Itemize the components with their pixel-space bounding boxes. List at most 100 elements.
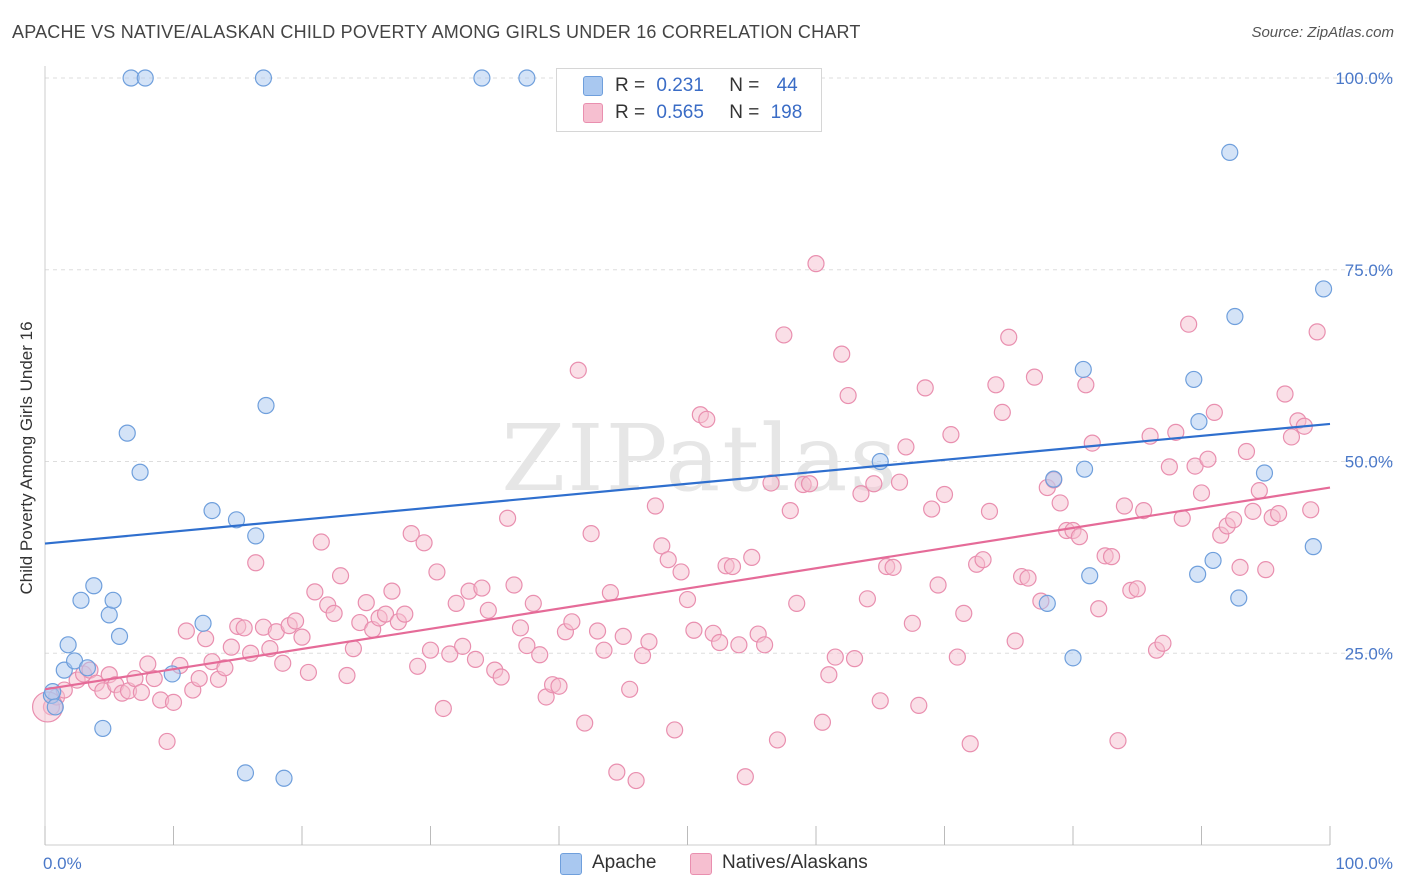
apache-point-16 [136, 69, 154, 87]
apache-point-1 [44, 682, 62, 701]
natives-point-141 [955, 604, 973, 622]
natives-point-112 [768, 731, 787, 749]
natives-point-96 [666, 721, 684, 739]
trend-lines [44, 422, 1331, 691]
apache-point-4 [59, 636, 77, 654]
natives-point-139 [942, 426, 960, 444]
natives-point-123 [839, 386, 857, 405]
natives-point-176 [1180, 315, 1198, 333]
natives-point-114 [781, 501, 799, 520]
apache-r-value: 0.231 [656, 75, 704, 96]
apache-point-2 [46, 698, 64, 716]
apache-point-10 [100, 606, 118, 624]
natives-points [31, 255, 1326, 790]
apache-legend-swatch [560, 853, 582, 875]
natives-point-124 [845, 650, 864, 668]
x-tick-label-1: 100.0% [1335, 854, 1393, 873]
natives-point-178 [1192, 484, 1211, 502]
apache-point-38 [1204, 551, 1222, 570]
apache-point-34 [1081, 567, 1099, 585]
natives-point-166 [1115, 497, 1134, 515]
natives-point-63 [454, 637, 472, 655]
natives-point-115 [788, 594, 806, 612]
natives-point-127 [865, 475, 883, 493]
natives-point-44 [331, 567, 350, 585]
natives-point-118 [807, 255, 825, 273]
apache-point-23 [254, 69, 273, 87]
natives-point-60 [434, 699, 452, 718]
natives-point-40 [306, 583, 324, 601]
natives-point-82 [576, 714, 594, 732]
apache-swatch [583, 76, 603, 96]
natives-point-135 [916, 379, 934, 397]
natives-point-37 [286, 612, 305, 630]
natives-point-144 [974, 551, 992, 569]
natives-point-17 [158, 732, 176, 751]
apache-point-36 [1189, 565, 1207, 583]
apache-point-40 [1226, 307, 1244, 326]
natives-point-59 [428, 563, 446, 581]
natives-stats: R = 0.565 N = 198 [615, 102, 802, 124]
natives-point-190 [1269, 505, 1288, 523]
natives-point-74 [524, 594, 542, 612]
natives-point-106 [730, 636, 748, 654]
natives-point-61 [441, 645, 459, 663]
natives-point-148 [1000, 328, 1018, 346]
apache-point-41 [1230, 589, 1248, 607]
apache-n-value: 44 [776, 75, 798, 96]
natives-point-73 [518, 636, 536, 655]
apache-point-25 [275, 769, 293, 787]
natives-point-108 [743, 548, 761, 566]
natives-point-179 [1199, 450, 1217, 468]
natives-point-185 [1237, 442, 1256, 461]
natives-point-191 [1276, 385, 1294, 403]
apache-point-7 [78, 659, 97, 677]
natives-point-41 [312, 533, 330, 551]
natives-point-14 [139, 655, 157, 673]
natives-point-152 [1025, 368, 1044, 386]
natives-point-119 [813, 713, 832, 731]
natives-point-58 [421, 641, 440, 659]
natives-point-120 [820, 666, 838, 684]
natives-point-62 [447, 594, 465, 612]
natives-point-91 [633, 646, 652, 665]
natives-point-93 [646, 497, 664, 515]
natives-point-90 [627, 771, 645, 790]
natives-point-187 [1250, 482, 1268, 500]
y-tick-label-1: 50.0% [1345, 453, 1393, 472]
natives-point-188 [1257, 561, 1275, 579]
apache-point-31 [1064, 649, 1082, 667]
natives-point-172 [1154, 634, 1172, 652]
natives-point-81 [569, 361, 587, 379]
natives-point-56 [409, 657, 427, 675]
natives-trend-line [44, 486, 1331, 691]
x-tick-label-0: 0.0% [43, 854, 82, 873]
apache-stats: R = 0.231 N = 44 [615, 75, 798, 97]
natives-point-107 [736, 768, 754, 786]
natives-point-27 [222, 638, 240, 656]
natives-point-26 [216, 659, 234, 677]
natives-legend-swatch [690, 853, 712, 875]
natives-legend-label: Natives/Alaskans [722, 852, 868, 873]
chart-title: APACHE VS NATIVE/ALASKAN CHILD POVERTY A… [12, 22, 861, 42]
apache-point-20 [227, 511, 246, 529]
natives-point-13 [132, 683, 150, 701]
natives-point-183 [1225, 511, 1243, 529]
apache-point-29 [1038, 594, 1056, 612]
apache-r-label: R = [615, 75, 646, 96]
natives-point-160 [1077, 376, 1095, 394]
apache-point-30 [1045, 470, 1063, 488]
natives-point-156 [1051, 494, 1069, 512]
apache-point-42 [1255, 464, 1274, 482]
natives-point-48 [357, 594, 375, 612]
natives-point-138 [935, 485, 954, 504]
natives-point-132 [897, 438, 915, 456]
natives-point-117 [800, 475, 819, 493]
natives-n-value: 198 [770, 102, 803, 123]
apache-point-14 [131, 463, 149, 481]
source-label: Source: ZipAtlas.com [1251, 24, 1394, 41]
natives-point-83 [582, 524, 600, 543]
natives-point-149 [1006, 632, 1024, 650]
apache-point-18 [194, 614, 212, 632]
natives-point-88 [614, 627, 632, 645]
